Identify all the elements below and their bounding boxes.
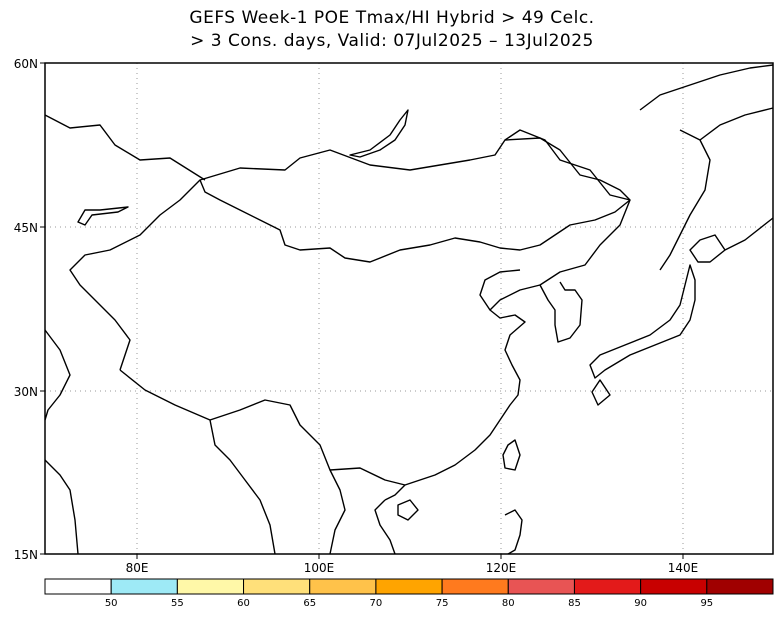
coast-kurils [724, 217, 774, 251]
colorbar-tick-label: 80 [502, 598, 515, 609]
colorbar-tick-label: 65 [303, 598, 316, 609]
lat-label-45n: 45N [14, 221, 38, 235]
coast-bohai [479, 269, 521, 311]
axis-ticks [40, 62, 684, 559]
coast-hainan [397, 499, 419, 521]
colorbar-swatch [110, 578, 178, 595]
lon-label-120e: 120E [486, 561, 517, 575]
lon-label-140e: 140E [668, 561, 699, 575]
border-china-south [119, 369, 406, 486]
border-myanmar [329, 469, 346, 555]
colorbar-swatch [441, 578, 509, 595]
coast-sakhalin [659, 129, 711, 271]
colorbar-swatch [573, 578, 642, 595]
coast-honshu [589, 264, 696, 379]
coast-philippines [504, 509, 523, 555]
lake-balkhash [77, 206, 129, 226]
coast-korea [539, 199, 631, 343]
map-title-line-2: > 3 Cons. days, Valid: 07Jul2025 – 13Jul… [190, 31, 594, 51]
map-frame [44, 62, 774, 555]
colorbar-tick-label: 55 [171, 598, 184, 609]
lon-label-100e: 100E [304, 561, 335, 575]
border-china-west [69, 179, 201, 371]
border-mongolia [199, 137, 631, 263]
colorbar-tick-label: 70 [370, 598, 383, 609]
coast-india-west [44, 459, 79, 555]
colorbar-swatch [243, 578, 311, 595]
colorbar: 50 55 60 65 70 75 80 85 90 95 [44, 578, 774, 609]
map-gridlines [45, 63, 773, 554]
border-russia-china [504, 129, 631, 201]
lake-baikal [349, 109, 409, 158]
colorbar-tick-label: 90 [634, 598, 647, 609]
colorbar-tick-label: 50 [105, 598, 118, 609]
border-north-west [44, 114, 206, 181]
border-bangladesh [209, 419, 276, 555]
colorbar-swatch [176, 578, 245, 595]
coast-kamchatka-area [699, 107, 774, 141]
lat-label-60n: 60N [14, 57, 38, 71]
colorbar-tick-label: 85 [568, 598, 581, 609]
colorbar-swatch [375, 578, 443, 595]
coast-okhotsk [639, 64, 774, 111]
colorbar-swatch [706, 578, 774, 595]
coast-kyushu [591, 379, 611, 406]
lat-label-30n: 30N [14, 385, 38, 399]
border-pakistan [44, 329, 71, 421]
coast-hokkaido [689, 234, 726, 263]
coast-china-east [384, 284, 541, 501]
colorbar-tick-label: 95 [700, 598, 713, 609]
coastlines-and-borders [44, 64, 774, 555]
colorbar-swatch [44, 578, 112, 595]
colorbar-tick-label: 75 [436, 598, 449, 609]
colorbar-swatch [309, 578, 377, 595]
colorbar-swatch [507, 578, 575, 595]
coast-indochina [374, 499, 396, 555]
lat-label-15n: 15N [14, 548, 38, 562]
colorbar-swatch [640, 578, 708, 595]
lon-label-80e: 80E [126, 561, 149, 575]
coast-taiwan [502, 439, 521, 471]
map-title-line-1: GEFS Week-1 POE Tmax/HI Hybrid > 49 Celc… [189, 8, 595, 28]
colorbar-tick-label: 60 [237, 598, 250, 609]
